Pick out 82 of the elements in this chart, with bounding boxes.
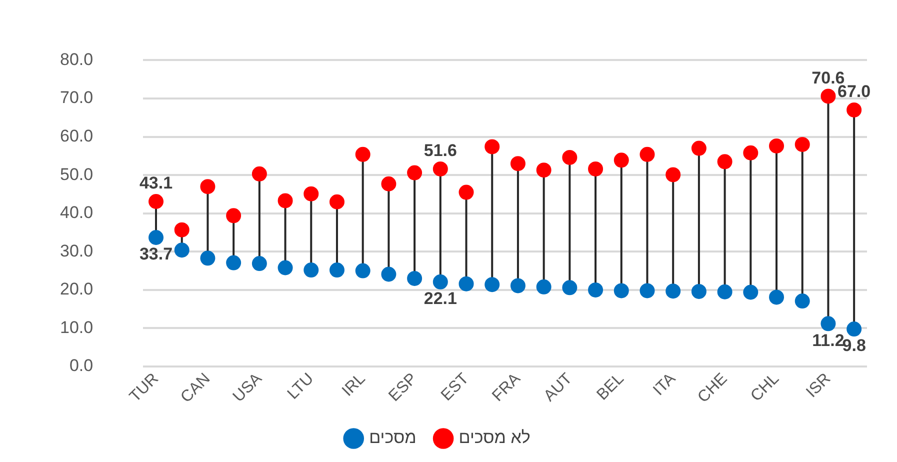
point bbox=[588, 161, 604, 176]
point bbox=[769, 138, 784, 154]
point bbox=[562, 150, 578, 165]
point bbox=[510, 156, 526, 172]
point bbox=[304, 262, 319, 278]
point bbox=[666, 284, 681, 299]
point bbox=[717, 154, 732, 170]
x-tick-label: ISR bbox=[803, 370, 834, 402]
point bbox=[329, 262, 344, 278]
x-tick-label: BEL bbox=[594, 370, 628, 404]
point bbox=[614, 283, 629, 298]
x-tick-label: ITA bbox=[650, 370, 680, 400]
point bbox=[717, 284, 732, 300]
point bbox=[536, 162, 552, 178]
point bbox=[381, 266, 396, 282]
data-label: 51.6 bbox=[424, 141, 457, 160]
point bbox=[743, 284, 758, 300]
point bbox=[278, 193, 293, 208]
point bbox=[458, 184, 474, 200]
y-tick-label: 20.0 bbox=[60, 280, 94, 299]
data-label: 33.7 bbox=[139, 244, 173, 264]
point bbox=[458, 276, 474, 292]
point bbox=[252, 166, 267, 182]
point bbox=[174, 222, 190, 238]
y-tick-label: 10.0 bbox=[60, 318, 94, 337]
point bbox=[794, 136, 810, 152]
point bbox=[820, 316, 836, 332]
data-label: 22.1 bbox=[424, 289, 457, 308]
point bbox=[536, 279, 552, 294]
x-tick-label: IRL bbox=[339, 370, 369, 400]
point bbox=[329, 194, 344, 210]
point bbox=[484, 277, 500, 292]
point bbox=[846, 102, 862, 118]
point bbox=[304, 186, 319, 202]
point bbox=[640, 146, 655, 162]
point bbox=[484, 139, 500, 154]
point bbox=[510, 278, 526, 294]
point bbox=[743, 145, 758, 160]
point bbox=[278, 260, 293, 276]
point bbox=[588, 282, 604, 298]
point bbox=[432, 161, 448, 176]
point bbox=[148, 194, 164, 209]
point bbox=[226, 255, 242, 270]
x-tick-label: TUR bbox=[126, 370, 162, 406]
point bbox=[794, 294, 810, 309]
x-tick-label: LTU bbox=[284, 370, 318, 403]
point bbox=[174, 242, 190, 258]
point bbox=[562, 280, 578, 296]
point bbox=[226, 208, 242, 224]
y-tick-label: 70.0 bbox=[60, 88, 94, 108]
point bbox=[614, 152, 629, 168]
point bbox=[769, 290, 784, 305]
data-label: 43.1 bbox=[139, 174, 173, 193]
point bbox=[355, 146, 370, 162]
y-tick-label: 60.0 bbox=[60, 126, 94, 146]
point bbox=[200, 250, 216, 266]
point bbox=[846, 322, 862, 337]
point bbox=[252, 256, 267, 272]
x-tick-label: FRA bbox=[489, 370, 524, 405]
point bbox=[381, 176, 396, 192]
point bbox=[432, 274, 448, 290]
point bbox=[407, 165, 422, 180]
point bbox=[407, 270, 422, 286]
y-tick-label: 50.0 bbox=[60, 164, 94, 184]
legend-label: מסכים bbox=[369, 428, 416, 448]
point bbox=[148, 230, 164, 245]
y-tick-label: 80.0 bbox=[60, 50, 94, 69]
y-tick-label: 40.0 bbox=[60, 203, 94, 222]
y-tick-label: 0.0 bbox=[69, 356, 94, 376]
point bbox=[640, 283, 655, 298]
data-label: 9.8 bbox=[842, 336, 866, 356]
x-tick-label: USA bbox=[230, 370, 266, 406]
data-label: 11.2 bbox=[812, 330, 844, 350]
point bbox=[691, 140, 706, 156]
legend-label: לא מסכים bbox=[458, 428, 530, 448]
point bbox=[355, 263, 370, 278]
x-tick-label: CHL bbox=[748, 370, 783, 405]
point bbox=[200, 179, 216, 194]
point bbox=[820, 88, 836, 104]
y-tick-label: 30.0 bbox=[60, 241, 94, 260]
point bbox=[666, 167, 681, 182]
point bbox=[691, 284, 706, 299]
